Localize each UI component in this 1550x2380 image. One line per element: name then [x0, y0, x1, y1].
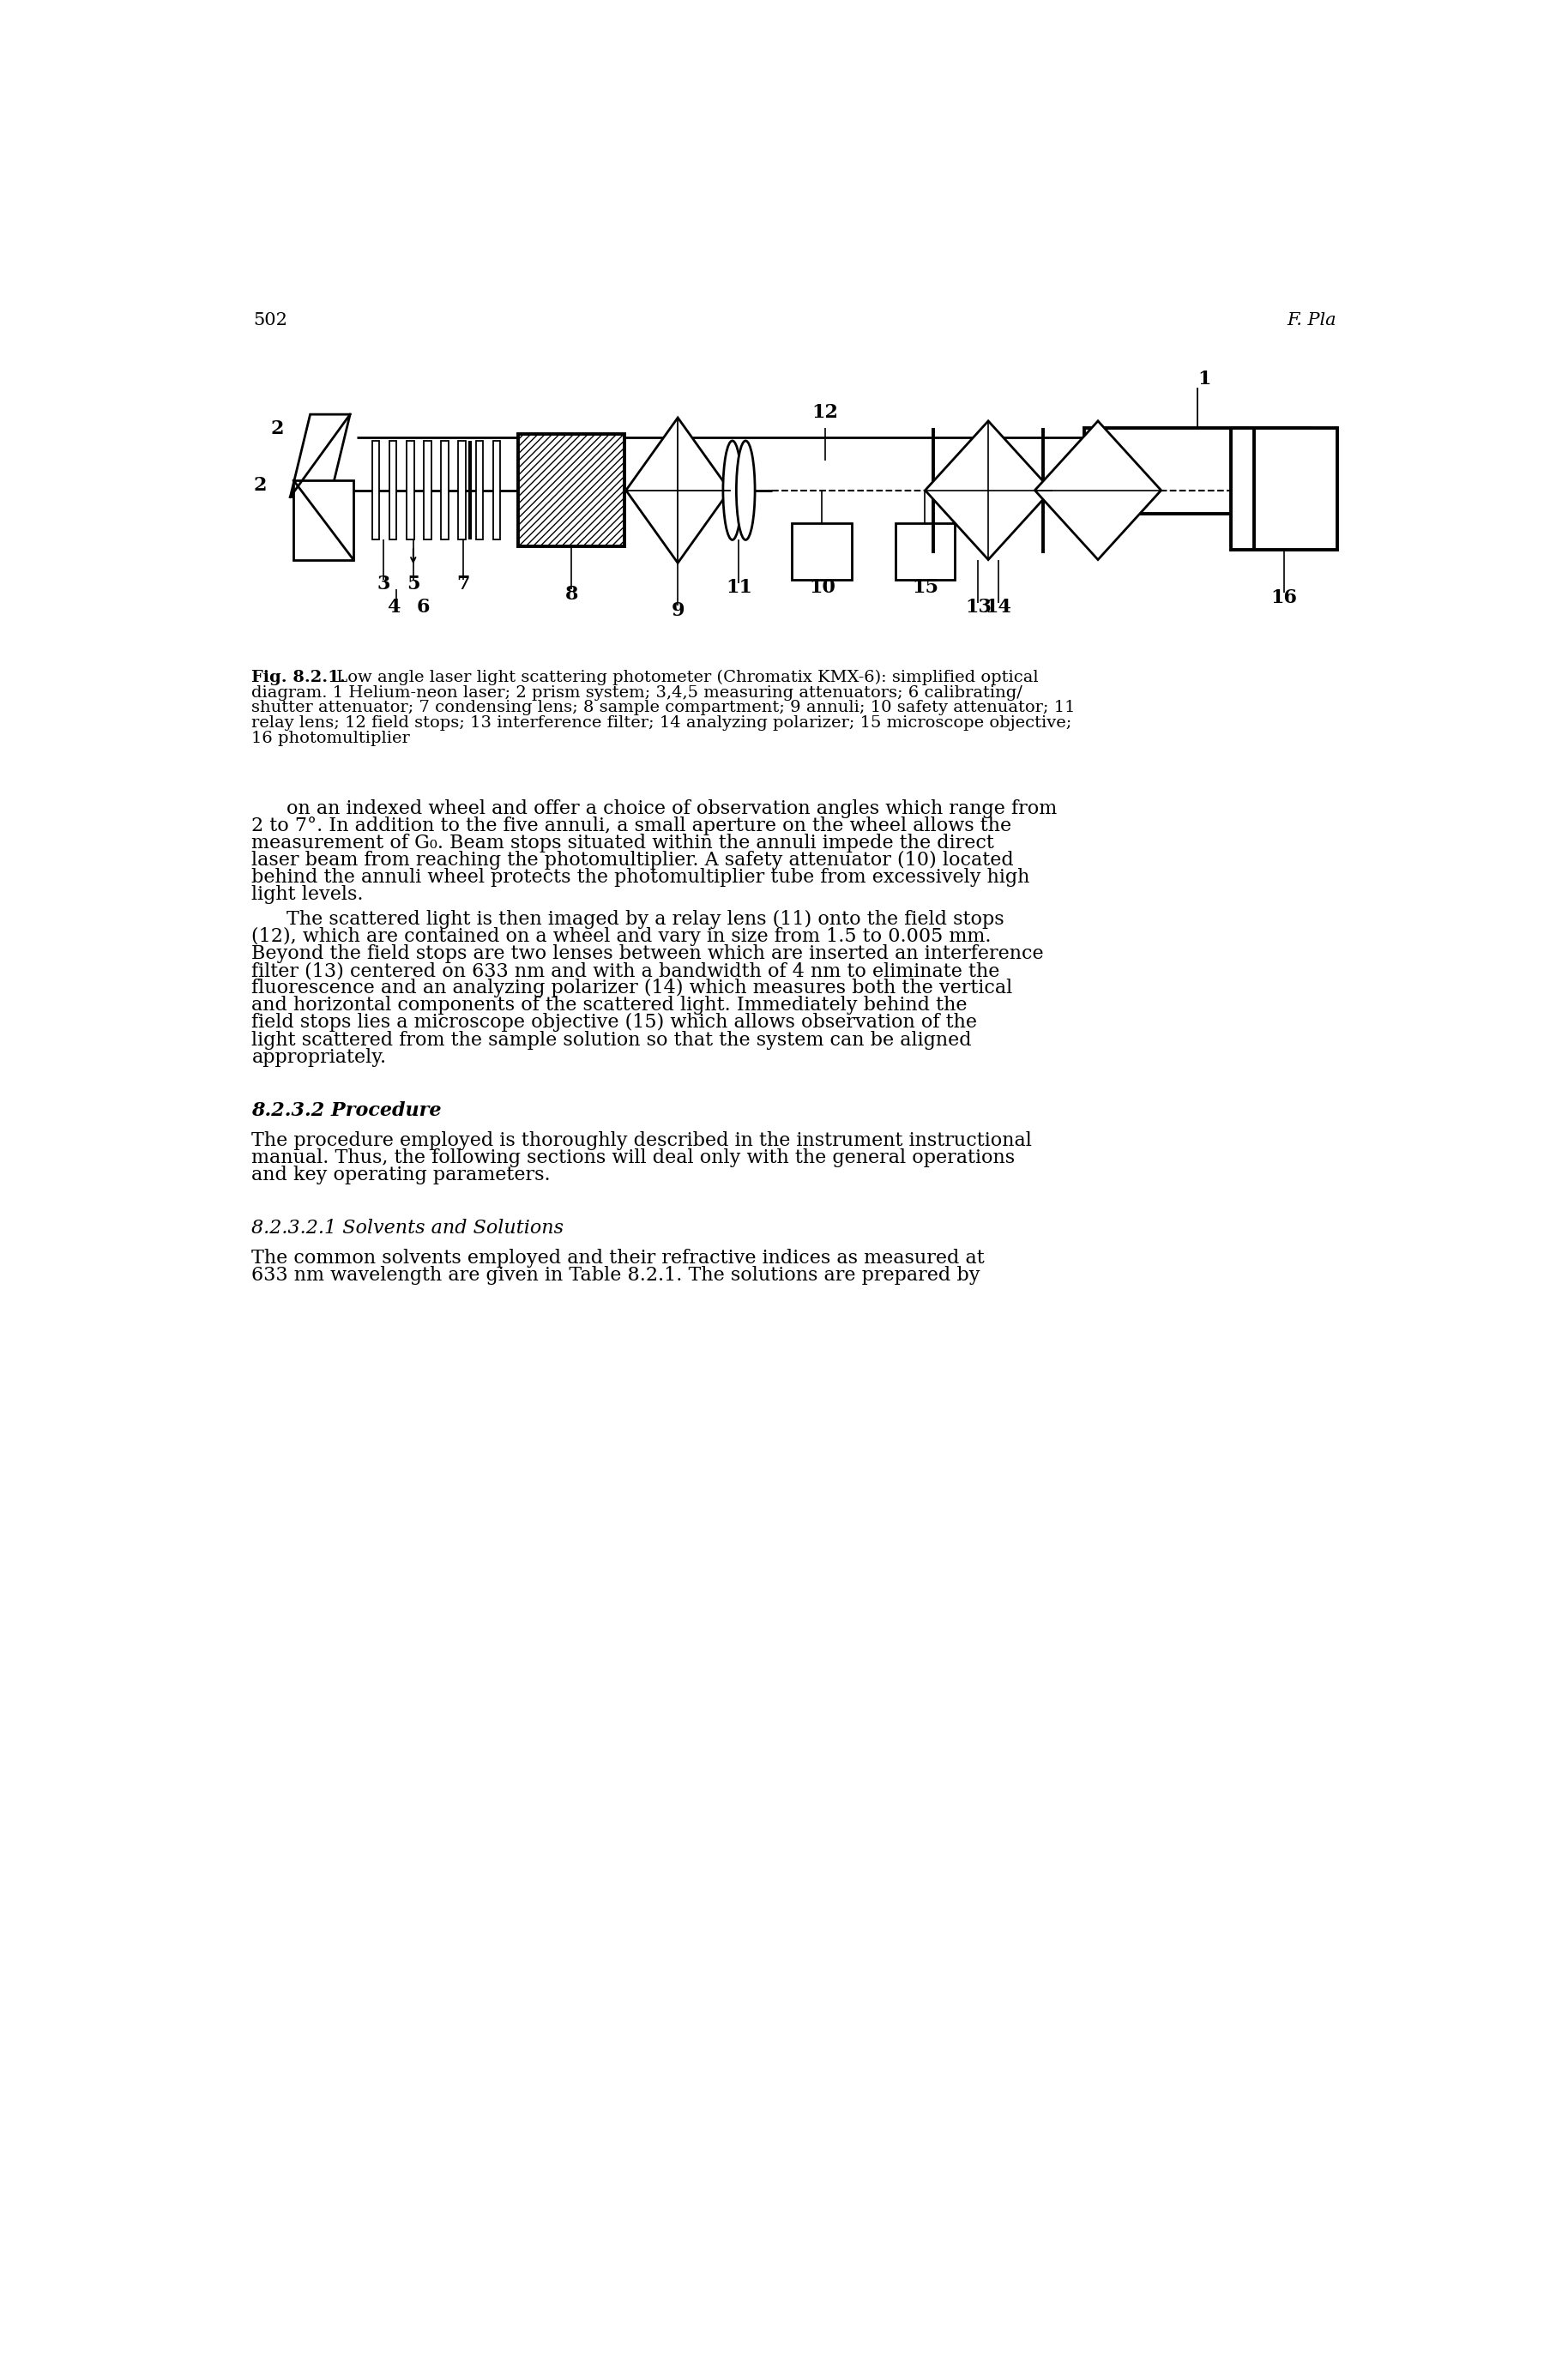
Text: 10: 10	[809, 578, 835, 597]
Text: shutter attenuator; 7 condensing lens; 8 sample compartment; 9 annuli; 10 safety: shutter attenuator; 7 condensing lens; 8…	[251, 700, 1076, 716]
Text: 16: 16	[1269, 588, 1297, 607]
Text: filter (13) centered on 633 nm and with a bandwidth of 4 nm to eliminate the: filter (13) centered on 633 nm and with …	[251, 962, 1000, 981]
Text: relay lens; 12 field stops; 13 interference filter; 14 analyzing polarizer; 15 m: relay lens; 12 field stops; 13 interfere…	[251, 716, 1071, 731]
Text: light scattered from the sample solution so that the system can be aligned: light scattered from the sample solution…	[251, 1031, 972, 1050]
Polygon shape	[1034, 421, 1161, 559]
Text: (12), which are contained on a wheel and vary in size from 1.5 to 0.005 mm.: (12), which are contained on a wheel and…	[251, 928, 990, 947]
Polygon shape	[925, 421, 1051, 559]
Bar	[894, 524, 955, 578]
Text: The procedure employed is thoroughly described in the instrument instructional: The procedure employed is thoroughly des…	[251, 1130, 1032, 1150]
Bar	[423, 440, 431, 540]
Text: 12: 12	[812, 402, 839, 421]
Text: and key operating parameters.: and key operating parameters.	[251, 1166, 550, 1185]
Text: on an indexed wheel and offer a choice of observation angles which range from: on an indexed wheel and offer a choice o…	[287, 800, 1056, 819]
Bar	[372, 440, 380, 540]
Bar	[518, 433, 625, 547]
Text: measurement of G₀. Beam stops situated within the annuli impede the direct: measurement of G₀. Beam stops situated w…	[251, 833, 994, 852]
Text: 7: 7	[456, 576, 470, 593]
Text: 14: 14	[984, 597, 1011, 616]
Polygon shape	[290, 414, 350, 497]
Text: 8.2.3.2.1 Solvents and Solutions: 8.2.3.2.1 Solvents and Solutions	[251, 1219, 564, 1238]
Text: Fig. 8.2.1.: Fig. 8.2.1.	[251, 669, 346, 685]
Text: 4: 4	[386, 597, 400, 616]
Bar	[1231, 428, 1336, 550]
Text: 15: 15	[911, 578, 938, 597]
Text: diagram. 1 Helium-neon laser; 2 prism system; 3,4,5 measuring attenuators; 6 cal: diagram. 1 Helium-neon laser; 2 prism sy…	[251, 685, 1021, 700]
Text: 2: 2	[254, 476, 267, 495]
Text: field stops lies a microscope objective (15) which allows observation of the: field stops lies a microscope objective …	[251, 1014, 976, 1033]
Text: 8: 8	[564, 585, 578, 605]
Bar	[476, 440, 482, 540]
Bar	[493, 440, 501, 540]
Text: and horizontal components of the scattered light. Immediately behind the: and horizontal components of the scatter…	[251, 997, 967, 1014]
Text: The scattered light is then imaged by a relay lens (11) onto the field stops: The scattered light is then imaged by a …	[287, 909, 1003, 928]
Bar	[459, 440, 465, 540]
Text: 11: 11	[725, 578, 752, 597]
Text: behind the annuli wheel protects the photomultiplier tube from excessively high: behind the annuli wheel protects the pho…	[251, 869, 1029, 888]
Text: light levels.: light levels.	[251, 885, 363, 904]
Text: 3: 3	[377, 576, 389, 593]
Text: 502: 502	[254, 312, 288, 328]
Text: 633 nm wavelength are given in Table 8.2.1. The solutions are prepared by: 633 nm wavelength are given in Table 8.2…	[251, 1266, 980, 1285]
Text: 6: 6	[417, 597, 429, 616]
Text: Beyond the field stops are two lenses between which are inserted an interference: Beyond the field stops are two lenses be…	[251, 945, 1043, 964]
Ellipse shape	[736, 440, 755, 540]
Bar	[440, 440, 448, 540]
Text: 13: 13	[964, 597, 990, 616]
Ellipse shape	[722, 440, 741, 540]
Text: 16 photomultiplier: 16 photomultiplier	[251, 731, 409, 745]
Bar	[1083, 428, 1310, 514]
Text: Low angle laser light scattering photometer (Chromatix KMX-6): simplified optica: Low angle laser light scattering photome…	[332, 669, 1038, 685]
Text: 9: 9	[671, 602, 684, 621]
Text: manual. Thus, the following sections will deal only with the general operations: manual. Thus, the following sections wil…	[251, 1147, 1015, 1166]
Bar	[406, 440, 414, 540]
Text: appropriately.: appropriately.	[251, 1047, 386, 1066]
Bar	[792, 524, 851, 578]
Text: 8.2.3.2 Procedure: 8.2.3.2 Procedure	[251, 1102, 442, 1121]
Text: 2 to 7°. In addition to the five annuli, a small aperture on the wheel allows th: 2 to 7°. In addition to the five annuli,…	[251, 816, 1011, 835]
Text: F. Pla: F. Pla	[1286, 312, 1335, 328]
Text: 1: 1	[1197, 369, 1211, 388]
Text: The common solvents employed and their refractive indices as measured at: The common solvents employed and their r…	[251, 1250, 984, 1266]
Text: laser beam from reaching the photomultiplier. A safety attenuator (10) located: laser beam from reaching the photomultip…	[251, 850, 1014, 869]
Text: 5: 5	[406, 576, 420, 593]
Text: fluorescence and an analyzing polarizer (14) which measures both the vertical: fluorescence and an analyzing polarizer …	[251, 978, 1012, 997]
Text: 2: 2	[270, 419, 284, 438]
Polygon shape	[293, 481, 353, 559]
Polygon shape	[626, 416, 728, 564]
Bar	[389, 440, 397, 540]
